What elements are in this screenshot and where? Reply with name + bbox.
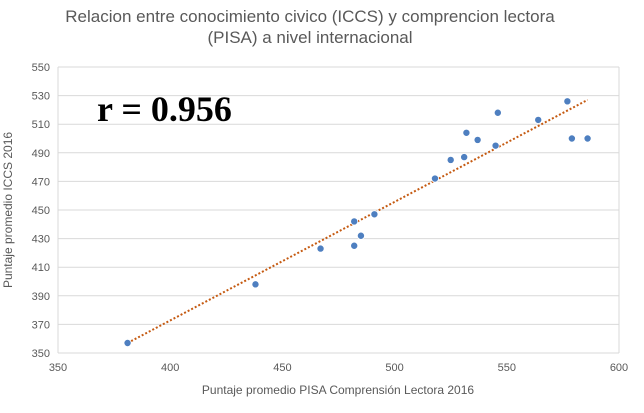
data-point <box>316 244 325 253</box>
x-tick-label: 350 <box>49 362 67 374</box>
data-point <box>123 338 132 347</box>
y-tick-label: 450 <box>32 205 50 217</box>
x-tick-label: 450 <box>273 362 291 374</box>
x-tick-label: 500 <box>385 362 403 374</box>
y-tick-label: 490 <box>32 148 50 160</box>
data-point <box>583 134 592 143</box>
data-point <box>534 115 543 124</box>
gridlines <box>57 66 620 354</box>
data-point <box>473 135 482 144</box>
y-tick-label: 530 <box>32 91 50 103</box>
data-point <box>350 241 359 250</box>
x-tick-labels: 350 400 450 500 550 600 <box>49 362 628 374</box>
y-tick-label: 390 <box>32 291 50 303</box>
data-points <box>123 97 592 347</box>
chart-title-line-1: Relacion entre conocimiento civico (ICCS… <box>65 7 555 26</box>
x-tick-label: 550 <box>498 362 516 374</box>
data-point <box>356 231 365 240</box>
y-tick-label: 350 <box>32 348 50 360</box>
y-tick-label: 370 <box>32 319 50 331</box>
x-tick-label: 600 <box>610 362 628 374</box>
data-point <box>563 97 572 106</box>
x-axis-label: Puntaje promedio PISA Comprensión Lector… <box>202 383 474 397</box>
y-tick-label: 510 <box>32 119 50 131</box>
y-tick-labels: 350 370 390 410 430 450 470 490 510 530 550 <box>32 62 50 360</box>
y-tick-label: 430 <box>32 234 50 246</box>
y-tick-label: 550 <box>32 62 50 74</box>
data-point <box>462 128 471 137</box>
x-tick-label: 400 <box>161 362 179 374</box>
correlation-annotation: r = 0.956 <box>97 89 232 129</box>
data-point <box>460 153 469 162</box>
data-point <box>370 210 379 219</box>
data-point <box>446 155 455 164</box>
y-axis-label: Puntaje promedio ICCS 2016 <box>1 132 15 288</box>
data-point <box>567 134 576 143</box>
data-point <box>350 217 359 226</box>
data-point <box>491 141 500 150</box>
chart-title-line-2: (PISA) a nivel internacional <box>207 28 412 47</box>
data-point <box>251 280 260 289</box>
y-tick-label: 410 <box>32 262 50 274</box>
y-tick-label: 470 <box>32 176 50 188</box>
data-point <box>493 108 502 117</box>
data-point <box>430 174 439 183</box>
